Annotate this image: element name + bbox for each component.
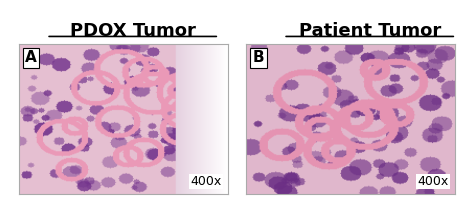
Text: A: A xyxy=(25,50,37,65)
Text: PDOX Tumor: PDOX Tumor xyxy=(70,22,196,40)
Text: Patient Tumor: Patient Tumor xyxy=(299,22,441,40)
Text: 400x: 400x xyxy=(190,175,221,188)
Text: 400x: 400x xyxy=(418,175,449,188)
Text: B: B xyxy=(253,50,264,65)
